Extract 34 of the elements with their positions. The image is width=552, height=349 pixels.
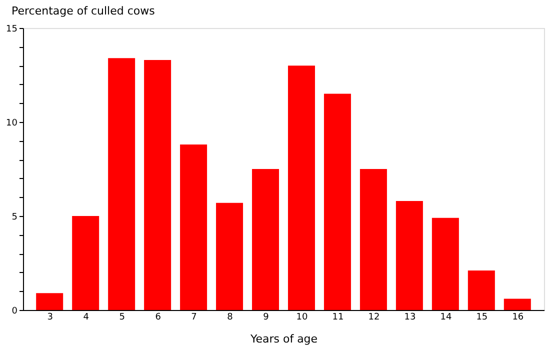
bar [504,298,531,310]
x-tick-label: 14 [440,312,452,322]
x-tick-label: 7 [191,312,197,322]
bar [144,60,172,310]
x-tick-label: 16 [512,312,524,322]
x-tick-label: 13 [404,312,416,322]
bar [324,94,351,310]
y-tick-label: 0 [12,306,18,316]
bar [180,144,208,310]
x-tick-label: 12 [368,312,380,322]
x-tick-label: 10 [296,312,308,322]
bar [252,169,280,310]
y-tick-label: 15 [6,24,18,34]
bar [108,58,136,310]
bar [288,66,315,310]
y-tick-label: 5 [12,212,18,222]
bar [432,218,459,310]
bar [468,270,495,310]
bar [216,202,244,310]
x-tick-label: 3 [47,312,53,322]
x-tick-label: 8 [227,312,234,322]
y-tick-label: 10 [6,118,18,128]
bar [396,200,423,310]
x-tick-label: 5 [119,312,125,322]
x-tick-label: 6 [155,312,162,322]
x-tick-label: 4 [83,312,90,322]
x-tick-label: 9 [263,312,270,322]
bar [36,293,64,310]
bar [360,169,387,310]
x-tick-label: 11 [332,312,344,322]
x-axis-title: Years of age [249,332,318,346]
y-axis-title: Percentage of culled cows [12,4,156,18]
x-tick-label: 15 [476,312,488,322]
bar [72,216,100,310]
